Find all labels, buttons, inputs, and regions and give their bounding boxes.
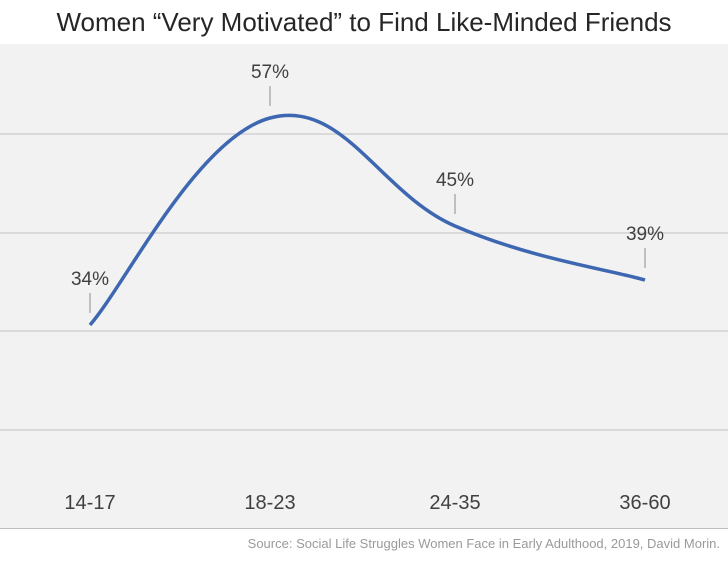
data-label: 45% [436, 170, 474, 191]
data-label: 39% [626, 224, 664, 245]
x-tick-label: 24-35 [429, 492, 480, 514]
plot-bottom-rule [0, 528, 728, 529]
data-label: 57% [251, 62, 289, 83]
series-line [88, 113, 646, 327]
data-label: 34% [71, 269, 109, 290]
plot-area [0, 44, 728, 528]
source-note: Source: Social Life Struggles Women Face… [247, 536, 720, 551]
x-tick-label: 18-23 [244, 492, 295, 514]
line-chart: 34% 57% 45% 39% 14-17 18-23 24-35 36-60 [0, 62, 728, 514]
chart-title: Women “Very Motivated” to Find Like-Mind… [56, 7, 672, 37]
x-tick-label: 14-17 [64, 492, 115, 514]
x-tick-label: 36-60 [619, 492, 670, 514]
